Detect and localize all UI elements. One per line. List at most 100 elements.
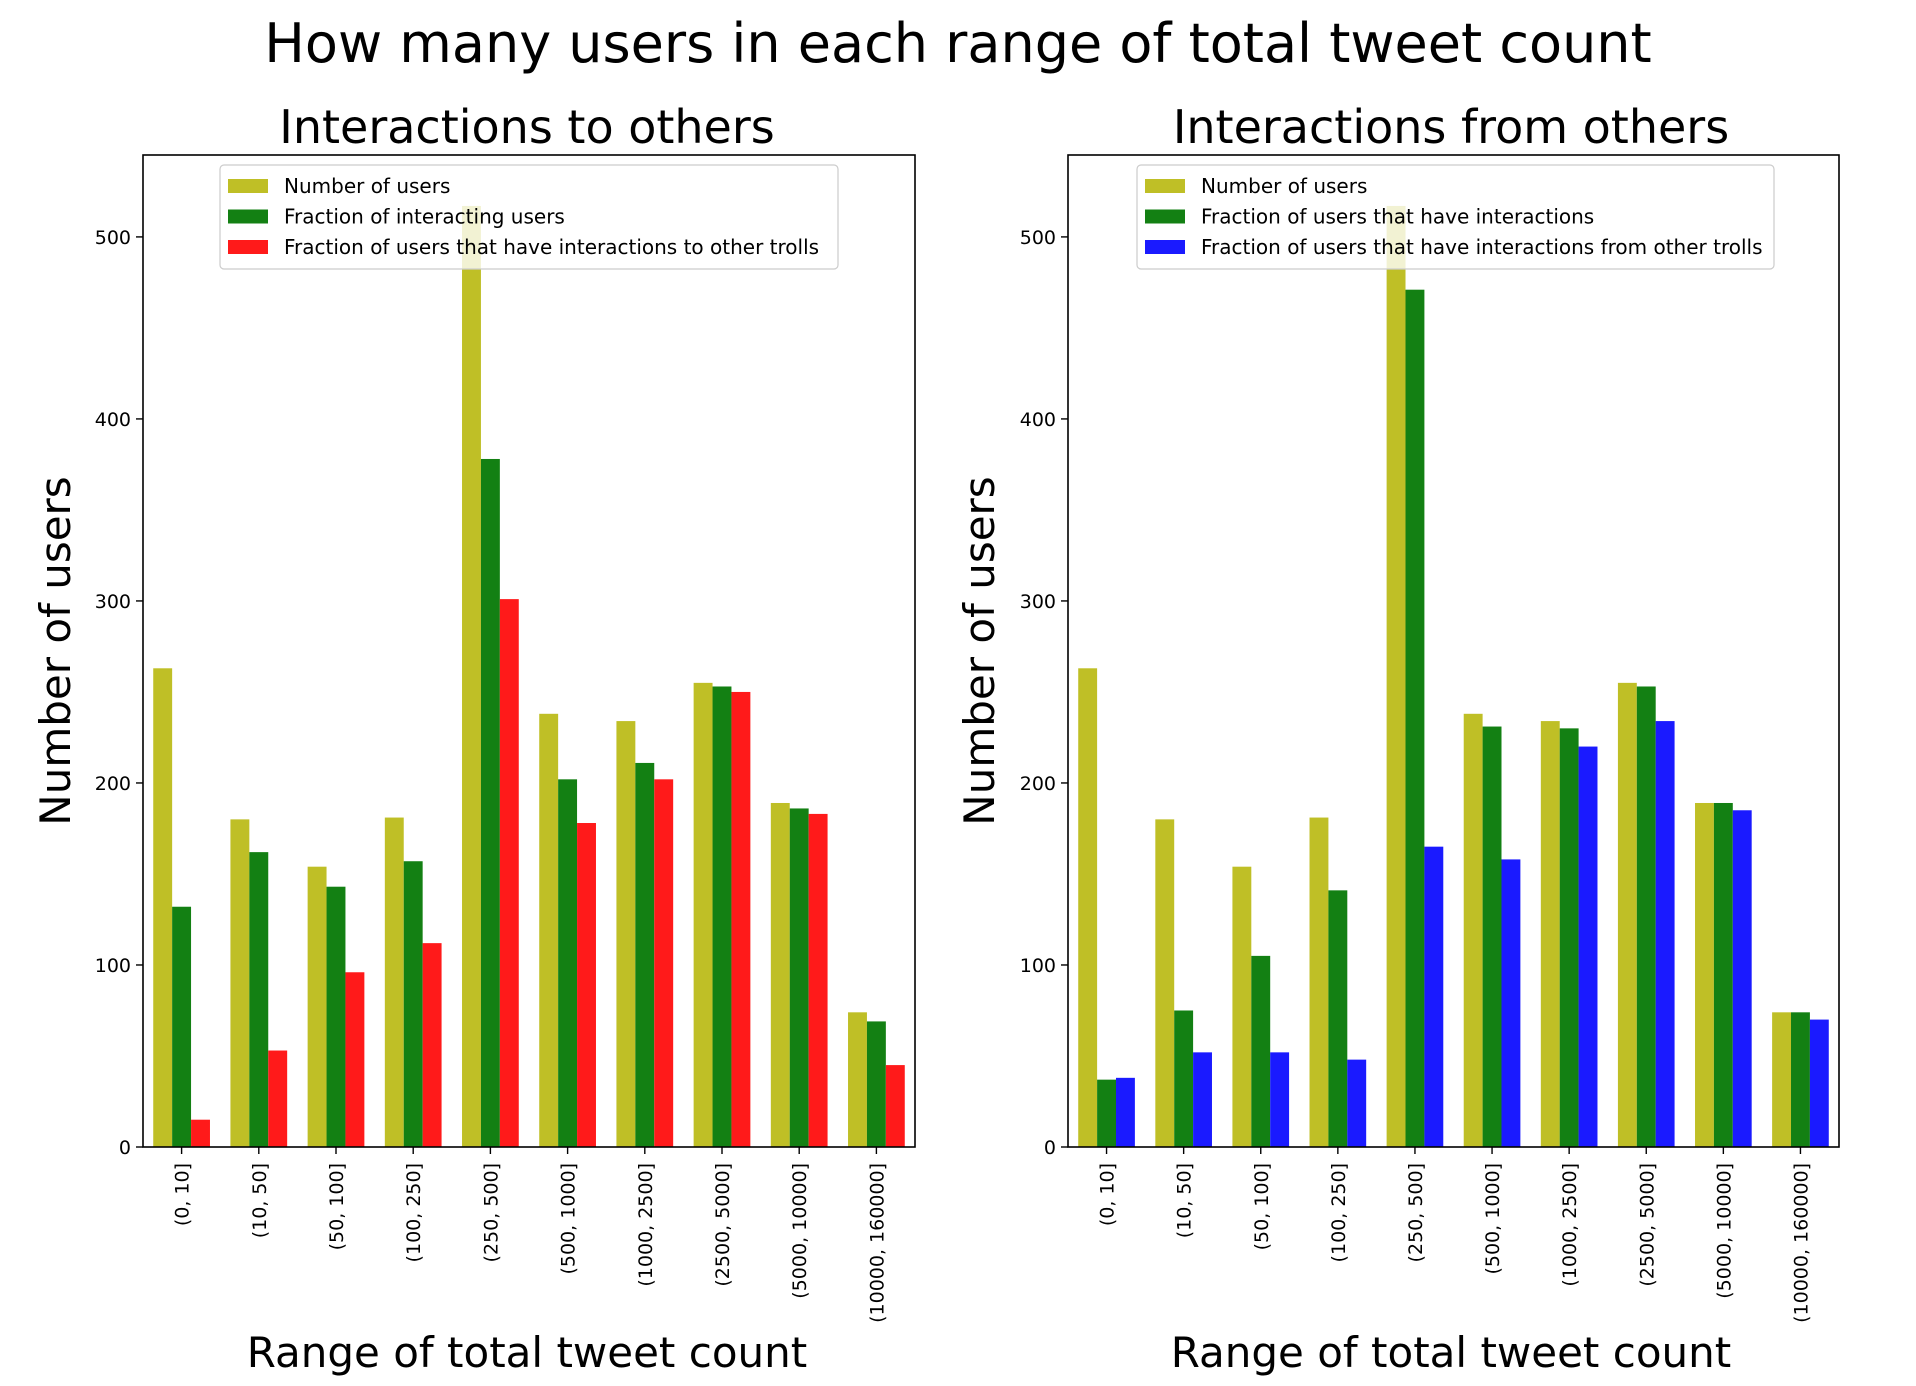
legend: Number of users Fraction of users that ha… <box>1136 164 1775 270</box>
bar-fraction-of-users-that-have-interactions-from-other-trolls-50-100 <box>1270 1052 1290 1147</box>
legend-label-fraction-of-users-that-have-interactions: Fraction of users that have interactions <box>1201 205 1594 229</box>
axes-frame <box>142 154 916 1148</box>
legend-swatch-number-of-users <box>1145 179 1185 193</box>
y-tick-label: 500 <box>95 227 131 249</box>
bar-fraction-of-users-that-have-interactions-500-1000 <box>1482 726 1502 1147</box>
bar-fraction-of-interacting-users-1000-2500 <box>635 762 655 1147</box>
bar-number-of-users-5000-10000 <box>1695 802 1714 1147</box>
bar-fraction-of-users-that-have-interactions-to-other-trolls-100-250 <box>422 943 442 1147</box>
bar-number-of-users-2500-5000 <box>693 682 713 1147</box>
bar-number-of-users-500-1000 <box>539 713 559 1147</box>
x-tick-label: (100, 250] <box>1328 1163 1350 1262</box>
bar-number-of-users-0-10 <box>1078 668 1098 1147</box>
legend-swatch-fraction-of-interacting-users <box>228 209 268 224</box>
bar-fraction-of-users-that-have-interactions-to-other-trolls-2500-5000 <box>731 691 751 1147</box>
bar-number-of-users-10-50 <box>1155 819 1175 1147</box>
legend-swatch-fraction-of-users-that-have-interactions-to-other-trolls <box>228 240 268 254</box>
y-tick-label: 200 <box>95 773 131 795</box>
bar-fraction-of-users-that-have-interactions-1000-2500 <box>1559 728 1579 1147</box>
bar-fraction-of-users-that-have-interactions-50-100 <box>1251 955 1271 1147</box>
x-axis-label: Range of total tweet count <box>1171 1328 1732 1377</box>
legend-label-fraction-of-interacting-users: Fraction of interacting users <box>284 205 565 229</box>
bar-fraction-of-users-that-have-interactions-from-other-trolls-500-1000 <box>1501 859 1521 1147</box>
bar-fraction-of-users-that-have-interactions-0-10 <box>1097 1079 1116 1147</box>
plot-area: 0 100 200 300 400 500 (0, 10] (10, 50] (50, 100]… <box>1020 154 1840 1323</box>
bar-fraction-of-users-that-have-interactions-to-other-trolls-5000-10000 <box>808 813 828 1147</box>
bar-fraction-of-users-that-have-interactions-100-250 <box>1328 890 1348 1147</box>
legend-box <box>219 164 839 270</box>
figure-title: How many users in each range of total tw… <box>264 12 1651 75</box>
y-tick-label: 500 <box>1020 227 1056 249</box>
bar-fraction-of-users-that-have-interactions-from-other-trolls-5000-10000 <box>1732 810 1752 1147</box>
x-tick-label: (100, 250] <box>403 1163 425 1262</box>
legend-swatch-fraction-of-users-that-have-interactions <box>1145 209 1185 224</box>
bar-fraction-of-users-that-have-interactions-to-other-trolls-500-1000 <box>577 823 596 1147</box>
bar-number-of-users-10000-160000 <box>848 1012 867 1147</box>
bar-number-of-users-0-10 <box>153 668 173 1147</box>
y-tick-label: 400 <box>95 409 131 431</box>
legend-label-number-of-users: Number of users <box>284 174 450 198</box>
bar-fraction-of-users-that-have-interactions-to-other-trolls-10000-160000 <box>885 1065 905 1147</box>
x-tick-label: (1000, 2500] <box>1559 1163 1581 1287</box>
bar-fraction-of-interacting-users-5000-10000 <box>789 808 809 1147</box>
y-tick-label: 0 <box>1044 1137 1056 1159</box>
bar-fraction-of-interacting-users-250-500 <box>480 458 500 1148</box>
bar-fraction-of-users-that-have-interactions-2500-5000 <box>1636 686 1656 1147</box>
legend-label-fraction-of-users-that-have-interactions-to-other-trolls: Fraction of users that have interactions… <box>284 235 819 259</box>
bar-fraction-of-users-that-have-interactions-to-other-trolls-10-50 <box>268 1050 288 1147</box>
bar-fraction-of-users-that-have-interactions-from-other-trolls-2500-5000 <box>1655 721 1675 1147</box>
bar-fraction-of-users-that-have-interactions-10-50 <box>1174 1010 1194 1147</box>
bar-fraction-of-users-that-have-interactions-from-other-trolls-100-250 <box>1347 1059 1367 1147</box>
x-tick-label: (10, 50] <box>249 1163 271 1238</box>
bar-fraction-of-users-that-have-interactions-250-500 <box>1405 289 1425 1147</box>
x-tick-label: (2500, 5000] <box>712 1163 734 1287</box>
x-tick-label: (50, 100] <box>1251 1163 1273 1250</box>
bar-fraction-of-users-that-have-interactions-to-other-trolls-50-100 <box>345 972 365 1147</box>
bar-number-of-users-100-250 <box>384 817 404 1147</box>
bar-fraction-of-users-that-have-interactions-to-other-trolls-0-10 <box>191 1119 210 1147</box>
bar-fraction-of-interacting-users-100-250 <box>403 861 423 1147</box>
y-tick-label: 100 <box>1020 955 1056 977</box>
bar-fraction-of-users-that-have-interactions-from-other-trolls-0-10 <box>1115 1077 1135 1147</box>
bar-fraction-of-users-that-have-interactions-to-other-trolls-1000-2500 <box>654 779 674 1147</box>
bar-number-of-users-1000-2500 <box>616 721 636 1147</box>
bar-fraction-of-users-that-have-interactions-from-other-trolls-10-50 <box>1193 1052 1212 1147</box>
x-tick-label: (5000, 10000] <box>789 1163 811 1299</box>
plot-area: 0 100 200 300 400 500 (0, 10] (10, 50] (50, 100]… <box>95 154 916 1323</box>
bar-fraction-of-users-that-have-interactions-5000-10000 <box>1713 802 1733 1147</box>
x-tick-label: (500, 1000] <box>1482 1163 1504 1275</box>
chart-title: Interactions from others <box>1173 100 1729 154</box>
legend-label-number-of-users: Number of users <box>1201 174 1367 198</box>
x-tick-label: (50, 100] <box>326 1163 348 1250</box>
bar-number-of-users-2500-5000 <box>1617 682 1637 1147</box>
x-tick-label: (2500, 5000] <box>1636 1163 1658 1287</box>
bar-fraction-of-users-that-have-interactions-to-other-trolls-250-500 <box>499 599 519 1147</box>
x-tick-label: (10000, 160000] <box>1790 1163 1812 1323</box>
bar-fraction-of-interacting-users-50-100 <box>326 886 346 1147</box>
legend-label-fraction-of-users-that-have-interactions-from-other-trolls: Fraction of users that have interactions… <box>1201 235 1763 259</box>
bar-fraction-of-users-that-have-interactions-from-other-trolls-10000-160000 <box>1809 1019 1829 1147</box>
x-tick-label: (500, 1000] <box>558 1163 580 1275</box>
y-axis-label: Number of users <box>31 476 80 825</box>
legend-swatch-fraction-of-users-that-have-interactions-from-other-trolls <box>1145 240 1185 254</box>
bar-fraction-of-users-that-have-interactions-10000-160000 <box>1791 1012 1810 1147</box>
legend-swatch-number-of-users <box>228 179 268 193</box>
bar-number-of-users-100-250 <box>1309 817 1329 1147</box>
y-tick-label: 100 <box>95 955 131 977</box>
y-tick-label: 300 <box>1020 591 1056 613</box>
y-axis-label: Number of users <box>955 476 1004 825</box>
bar-number-of-users-5000-10000 <box>770 802 790 1147</box>
bar-fraction-of-interacting-users-0-10 <box>172 906 192 1147</box>
x-tick-label: (5000, 10000] <box>1713 1163 1735 1299</box>
y-tick-label: 0 <box>119 1137 131 1159</box>
bar-fraction-of-interacting-users-10000-160000 <box>866 1021 886 1147</box>
legend-box <box>1136 164 1775 270</box>
x-tick-label: (10000, 160000] <box>866 1163 888 1323</box>
bar-fraction-of-users-that-have-interactions-from-other-trolls-250-500 <box>1424 846 1444 1147</box>
bar-number-of-users-1000-2500 <box>1540 721 1560 1147</box>
bar-number-of-users-500-1000 <box>1463 713 1483 1147</box>
axes-frame <box>1067 154 1840 1148</box>
y-tick-label: 400 <box>1020 409 1056 431</box>
x-tick-label: (1000, 2500] <box>635 1163 657 1287</box>
